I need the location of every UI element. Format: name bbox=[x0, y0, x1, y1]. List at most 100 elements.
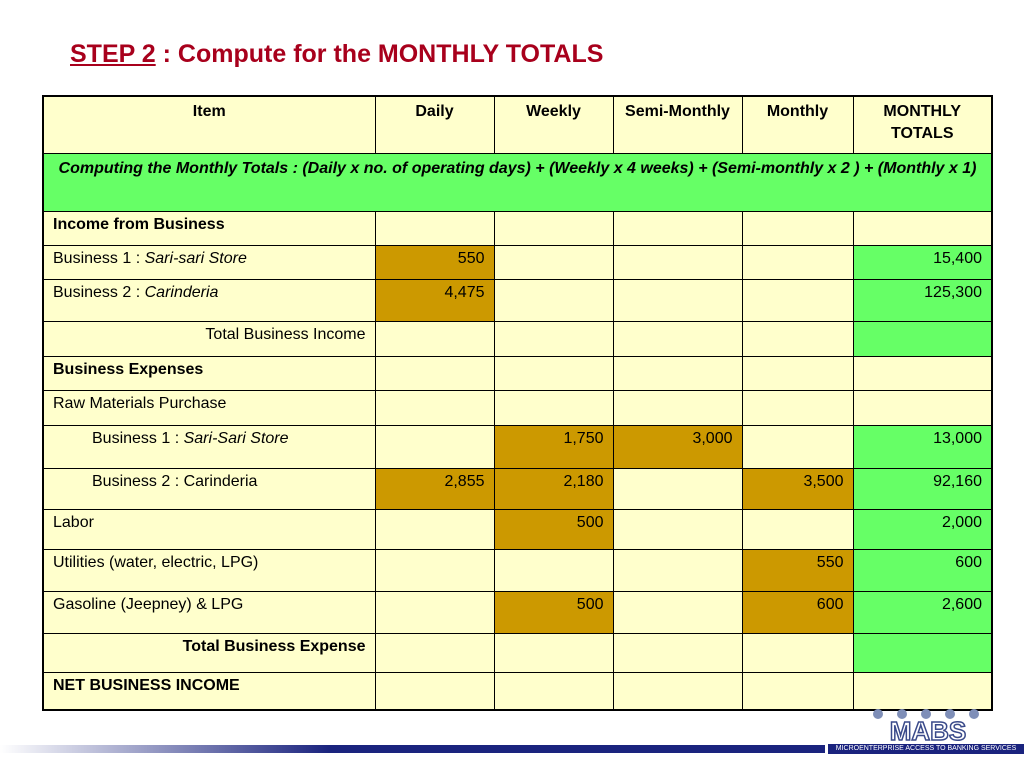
item-label: Business 1 : bbox=[53, 249, 141, 267]
item-cell: NET BUSINESS INCOME bbox=[42, 671, 376, 711]
table-row: Raw Materials Purchase bbox=[42, 389, 993, 426]
step-label: STEP 2 bbox=[70, 40, 156, 68]
value-cell bbox=[374, 671, 495, 711]
value-cell bbox=[374, 632, 495, 673]
footer-bar bbox=[0, 745, 825, 753]
value-cell bbox=[612, 548, 743, 592]
value-cell bbox=[852, 671, 993, 711]
value-cell bbox=[852, 355, 993, 391]
header-row: Item Daily Weekly Semi-Monthly Monthly MONTHL… bbox=[42, 95, 993, 154]
value-cell bbox=[374, 508, 495, 550]
column-header: Daily bbox=[374, 95, 495, 154]
item-label: Business 1 : bbox=[92, 429, 180, 447]
value-cell bbox=[493, 320, 614, 357]
value-cell: 13,000 bbox=[852, 424, 993, 469]
value-cell bbox=[493, 244, 614, 280]
value-cell bbox=[493, 671, 614, 711]
item-cell: Raw Materials Purchase bbox=[42, 389, 376, 426]
item-label: Business 2 : bbox=[53, 283, 141, 301]
value-cell bbox=[612, 278, 743, 322]
value-cell bbox=[493, 355, 614, 391]
item-name: Carinderia bbox=[144, 283, 219, 301]
value-cell bbox=[741, 389, 854, 426]
item-name: Sari-Sari Store bbox=[183, 429, 289, 447]
value-cell: 2,855 bbox=[374, 467, 495, 510]
value-cell bbox=[741, 320, 854, 357]
value-cell: 500 bbox=[493, 508, 614, 550]
value-cell bbox=[612, 590, 743, 634]
table-row: Total Business Expense bbox=[42, 632, 993, 673]
table-row: Income from Business bbox=[42, 210, 993, 246]
value-cell bbox=[741, 244, 854, 280]
item-cell: Business 1 : Sari-sari Store bbox=[42, 244, 376, 280]
value-cell bbox=[612, 355, 743, 391]
value-cell: 125,300 bbox=[852, 278, 993, 322]
value-cell bbox=[852, 320, 993, 357]
item-cell: Business 1 : Sari-Sari Store bbox=[42, 424, 376, 469]
value-cell bbox=[493, 389, 614, 426]
value-cell bbox=[374, 424, 495, 469]
table-row: Business Expenses bbox=[42, 355, 993, 391]
logo-text: MABS bbox=[890, 716, 967, 744]
value-cell bbox=[374, 320, 495, 357]
value-cell: 3,000 bbox=[612, 424, 743, 469]
table-row: Utilities (water, electric, LPG) 550 600 bbox=[42, 548, 993, 592]
value-cell bbox=[612, 320, 743, 357]
value-cell bbox=[374, 590, 495, 634]
value-cell bbox=[374, 389, 495, 426]
column-header: Semi-Monthly bbox=[612, 95, 743, 154]
value-cell bbox=[612, 671, 743, 711]
value-cell: 550 bbox=[741, 548, 854, 592]
value-cell bbox=[493, 278, 614, 322]
value-cell bbox=[741, 424, 854, 469]
value-cell bbox=[612, 508, 743, 550]
item-cell: Business Expenses bbox=[42, 355, 376, 391]
totals-table: Item Daily Weekly Semi-Monthly Monthly MONTHL… bbox=[42, 95, 993, 711]
table-row: Business 2 : Carinderia 2,855 2,180 3,500 92… bbox=[42, 467, 993, 510]
footer-org: MICROENTERPRISE ACCESS TO BANKING SERVIC… bbox=[828, 744, 1024, 754]
value-cell bbox=[612, 389, 743, 426]
value-cell bbox=[741, 355, 854, 391]
table-row: Business 2 : Carinderia 4,475 125,300 bbox=[42, 278, 993, 322]
value-cell bbox=[374, 355, 495, 391]
item-cell: Gasoline (Jeepney) & LPG bbox=[42, 590, 376, 634]
table-row: NET BUSINESS INCOME bbox=[42, 671, 993, 711]
value-cell bbox=[493, 548, 614, 592]
value-cell bbox=[741, 210, 854, 246]
table-row: Labor 500 2,000 bbox=[42, 508, 993, 550]
value-cell: 15,400 bbox=[852, 244, 993, 280]
value-cell bbox=[374, 548, 495, 592]
value-cell: 1,750 bbox=[493, 424, 614, 469]
value-cell: 2,600 bbox=[852, 590, 993, 634]
item-cell: Business 2 : Carinderia bbox=[42, 278, 376, 322]
logo-figures bbox=[873, 709, 979, 719]
title-text: : Compute for the MONTHLY TOTALS bbox=[162, 40, 604, 68]
item-cell: Total Business Income bbox=[42, 320, 376, 357]
column-header: Weekly bbox=[493, 95, 614, 154]
value-cell: 500 bbox=[493, 590, 614, 634]
table-row: Gasoline (Jeepney) & LPG 500 600 2,600 bbox=[42, 590, 993, 634]
formula: Computing the Monthly Totals : (Daily x … bbox=[42, 152, 993, 212]
value-cell bbox=[852, 210, 993, 246]
item-cell: Business 2 : Carinderia bbox=[42, 467, 376, 510]
table-row: Business 1 : Sari-Sari Store 1,750 3,000 13… bbox=[42, 424, 993, 469]
value-cell bbox=[852, 632, 993, 673]
item-cell: Labor bbox=[42, 508, 376, 550]
value-cell bbox=[741, 632, 854, 673]
value-cell bbox=[852, 389, 993, 426]
slide-title: STEP 2 : Compute for the MONTHLY TOTALS bbox=[70, 40, 603, 69]
table-row: Business 1 : Sari-sari Store 550 15,400 bbox=[42, 244, 993, 280]
value-cell: 92,160 bbox=[852, 467, 993, 510]
value-cell bbox=[493, 632, 614, 673]
column-header: MONTHLY TOTALS bbox=[852, 95, 993, 154]
formula-row: Computing the Monthly Totals : (Daily x … bbox=[42, 152, 993, 212]
item-cell: Income from Business bbox=[42, 210, 376, 246]
value-cell: 3,500 bbox=[741, 467, 854, 510]
value-cell bbox=[612, 467, 743, 510]
value-cell: 2,000 bbox=[852, 508, 993, 550]
item-cell: Total Business Expense bbox=[42, 632, 376, 673]
value-cell: 600 bbox=[741, 590, 854, 634]
value-cell bbox=[374, 210, 495, 246]
table-body: Item Daily Weekly Semi-Monthly Monthly MONTHL… bbox=[42, 95, 993, 711]
